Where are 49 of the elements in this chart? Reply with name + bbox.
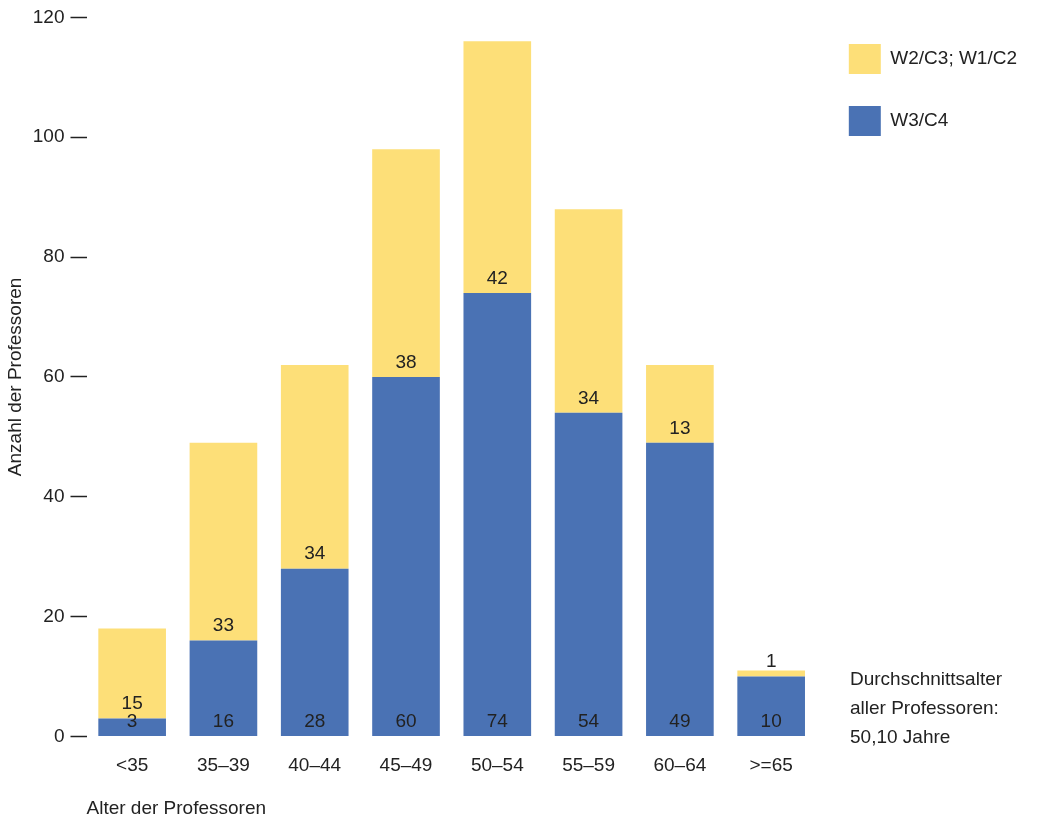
data-label: 16 — [212, 709, 234, 731]
data-label: 74 — [486, 709, 509, 731]
data-label: 34 — [578, 386, 600, 408]
x-tick-label: 45–49 — [379, 754, 433, 776]
bar — [646, 364, 714, 443]
x-tick-label: 40–44 — [288, 754, 342, 776]
bar — [646, 442, 714, 736]
data-label: 42 — [486, 266, 508, 288]
y-tick-label: 40 — [43, 484, 65, 506]
text: Durchschnittsalter aller Professoren: 50,10 Jahre — [850, 667, 1004, 749]
y-tick-label: 60 — [43, 365, 65, 387]
x-tick-label: 35–39 — [197, 754, 250, 776]
legend-label: W2/C3; W1/C2 — [890, 47, 1018, 69]
data-label: 33 — [212, 614, 234, 636]
bar — [372, 149, 440, 377]
x-tick-label: <35 — [116, 754, 149, 776]
data-label: 54 — [578, 709, 600, 731]
x-tick-label: 60–64 — [653, 754, 707, 776]
y-tick-label: 100 — [32, 125, 65, 147]
x-tick-label: 50–54 — [470, 754, 525, 776]
data-label: 1 — [765, 650, 777, 672]
bar — [737, 676, 805, 736]
bar — [554, 412, 623, 736]
y-tick-label: 0 — [53, 724, 65, 746]
y-tick-label: 80 — [43, 245, 65, 267]
data-label: 49 — [669, 709, 691, 731]
bar — [737, 670, 805, 677]
data-label: 28 — [304, 709, 326, 731]
y-axis-title: Anzahl der Professoren — [3, 277, 25, 477]
bar — [189, 640, 258, 736]
bar — [280, 568, 349, 736]
bar — [463, 41, 532, 294]
x-axis-title: Alter der Professoren — [86, 796, 267, 818]
data-label: 15 — [121, 692, 143, 714]
data-label: 60 — [395, 709, 417, 731]
y-tick-label: 20 — [43, 604, 65, 626]
bar — [189, 442, 258, 641]
bar — [554, 209, 623, 413]
bar — [463, 293, 532, 736]
x-tick-label: 55–59 — [562, 754, 616, 776]
bar — [372, 376, 440, 736]
data-label: 13 — [669, 416, 691, 438]
x-tick-label: >=65 — [749, 754, 793, 776]
data-label: 34 — [304, 542, 326, 564]
y-tick-label: 120 — [32, 5, 65, 27]
bar — [280, 364, 349, 569]
data-label: 38 — [395, 350, 417, 372]
legend-label: W3/C4 — [890, 109, 949, 131]
data-label: 10 — [760, 709, 782, 731]
